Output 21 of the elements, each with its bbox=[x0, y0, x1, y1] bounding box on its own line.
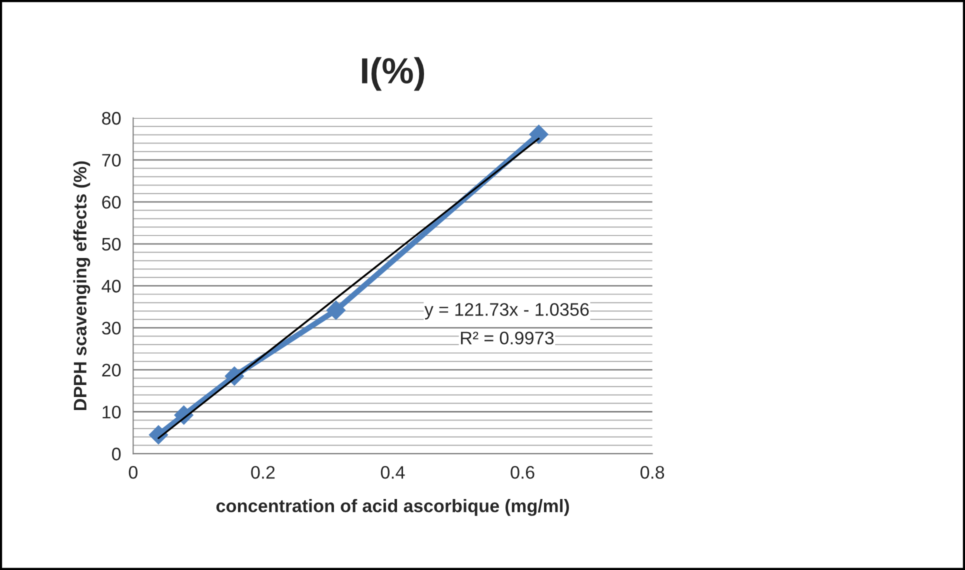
y-tick-label: 10 bbox=[102, 406, 121, 418]
annotation: R² = 0.9973 bbox=[461, 332, 554, 344]
annotation: y = 121.73x - 1.0356 bbox=[424, 303, 589, 320]
x-axis-title: concentration of acid ascorbique (mg/ml) bbox=[216, 499, 569, 516]
y-tick-label: 50 bbox=[102, 238, 121, 251]
x-tick-label: 0.2 bbox=[251, 466, 275, 479]
x-tick-label: 0.4 bbox=[380, 466, 405, 479]
y-axis-title: DPPH scavenging effects (%) bbox=[73, 161, 90, 410]
y-tick-label: 70 bbox=[102, 154, 121, 167]
y-tick-label: 20 bbox=[102, 364, 121, 377]
x-tick-label: 0.6 bbox=[510, 466, 534, 479]
y-tick-label: 60 bbox=[102, 196, 121, 209]
x-tick-label: 0.8 bbox=[640, 466, 664, 479]
x-tick-label: 0 bbox=[128, 466, 138, 479]
point bbox=[326, 300, 346, 320]
y-tick-label: 40 bbox=[102, 280, 121, 293]
y-tick-label: 80 bbox=[102, 112, 121, 125]
chart-title: I(%) bbox=[362, 57, 424, 91]
point bbox=[529, 124, 548, 144]
y-tick-label: 30 bbox=[102, 322, 121, 335]
y-tick-label: 0 bbox=[112, 448, 121, 460]
